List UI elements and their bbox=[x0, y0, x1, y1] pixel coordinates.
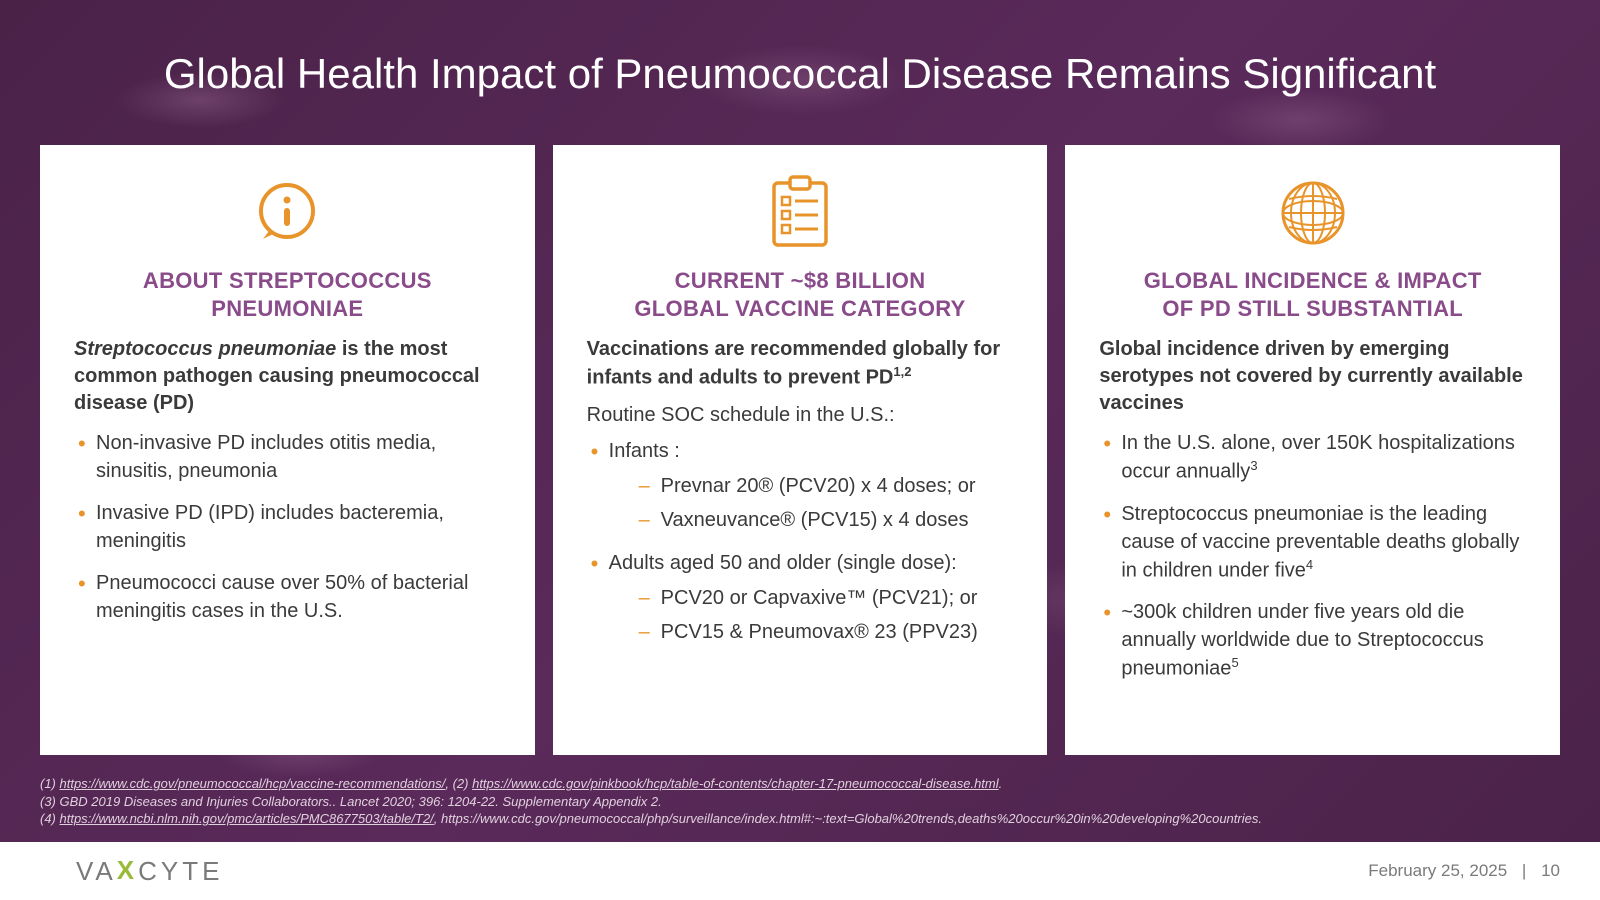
heading-line2: OF PD STILL SUBSTANTIAL bbox=[1162, 296, 1463, 321]
fn-text: (4) bbox=[40, 811, 60, 826]
fn-link: https://www.ncbi.nlm.nih.gov/pmc/article… bbox=[60, 811, 434, 826]
footer-separator: | bbox=[1522, 861, 1526, 880]
card-lead: Global incidence driven by emerging sero… bbox=[1099, 336, 1526, 417]
heading-line2: GLOBAL VACCINE CATEGORY bbox=[634, 296, 965, 321]
bullet-list: In the U.S. alone, over 150K hospitaliza… bbox=[1099, 429, 1526, 697]
fn-text: . bbox=[999, 776, 1003, 791]
logo-x-icon: X bbox=[117, 855, 138, 885]
fn-link: https://www.cdc.gov/pinkbook/hcp/table-o… bbox=[472, 776, 999, 791]
slide: Global Health Impact of Pneumococcal Dis… bbox=[0, 0, 1600, 900]
heading-line2: PNEUMONIAE bbox=[211, 296, 363, 321]
heading-line1: CURRENT ~$8 BILLION bbox=[675, 268, 926, 293]
footer-meta: February 25, 2025 | 10 bbox=[1368, 861, 1560, 881]
fn-text: , (2) bbox=[445, 776, 472, 791]
item-label: Adults aged 50 and older (single dose): bbox=[609, 552, 957, 574]
card-lead: Vaccinations are recommended globally fo… bbox=[587, 336, 1014, 392]
card-about: ABOUT STREPTOCOCCUS PNEUMONIAE Streptoco… bbox=[40, 145, 535, 755]
list-item: Adults aged 50 and older (single dose): … bbox=[587, 549, 1014, 647]
fn-link: https://www.cdc.gov/pneumococcal/hcp/vac… bbox=[60, 776, 446, 791]
item-label: Infants : bbox=[609, 440, 680, 462]
lead-em: Streptococcus pneumoniae bbox=[74, 338, 336, 360]
title-bar: Global Health Impact of Pneumococcal Dis… bbox=[0, 50, 1600, 98]
logo: VAXCYTE bbox=[76, 856, 223, 887]
logo-text: VAXCYTE bbox=[76, 856, 223, 887]
list-item: Non-invasive PD includes otitis media, s… bbox=[74, 429, 501, 485]
card-subtext: Routine SOC schedule in the U.S.: bbox=[587, 404, 1014, 427]
card-heading: CURRENT ~$8 BILLION GLOBAL VACCINE CATEG… bbox=[587, 267, 1014, 322]
list-item: Infants : Prevnar 20® (PCV20) x 4 doses;… bbox=[587, 437, 1014, 535]
globe-icon bbox=[1099, 173, 1526, 253]
cards-row: ABOUT STREPTOCOCCUS PNEUMONIAE Streptoco… bbox=[40, 145, 1560, 755]
footnote-line: (3) GBD 2019 Diseases and Injuries Colla… bbox=[40, 793, 1560, 811]
logo-pre: VA bbox=[76, 856, 117, 886]
sub-list: PCV20 or Capvaxive™ (PCV21); or PCV15 & … bbox=[609, 583, 1014, 647]
list-item: In the U.S. alone, over 150K hospitaliza… bbox=[1099, 429, 1526, 486]
sub-item: Prevnar 20® (PCV20) x 4 doses; or bbox=[637, 471, 1014, 501]
footer-bar: VAXCYTE February 25, 2025 | 10 bbox=[0, 842, 1600, 900]
footnote-line: (1) https://www.cdc.gov/pneumococcal/hcp… bbox=[40, 775, 1560, 793]
page-title: Global Health Impact of Pneumococcal Dis… bbox=[0, 50, 1600, 98]
list-item: ~300k children under five years old die … bbox=[1099, 598, 1526, 683]
logo-post: CYTE bbox=[138, 856, 223, 886]
clipboard-icon bbox=[587, 173, 1014, 253]
list-item: Invasive PD (IPD) includes bacteremia, m… bbox=[74, 499, 501, 555]
footnotes: (1) https://www.cdc.gov/pneumococcal/hcp… bbox=[40, 775, 1560, 828]
card-heading: GLOBAL INCIDENCE & IMPACT OF PD STILL SU… bbox=[1099, 267, 1526, 322]
card-heading: ABOUT STREPTOCOCCUS PNEUMONIAE bbox=[74, 267, 501, 322]
page-number: 10 bbox=[1541, 861, 1560, 880]
footnote-line: (4) https://www.ncbi.nlm.nih.gov/pmc/art… bbox=[40, 810, 1560, 828]
sub-item: PCV20 or Capvaxive™ (PCV21); or bbox=[637, 583, 1014, 613]
schedule-list: Infants : Prevnar 20® (PCV20) x 4 doses;… bbox=[587, 437, 1014, 661]
bullet-list: Non-invasive PD includes otitis media, s… bbox=[74, 429, 501, 639]
list-item: Pneumococci cause over 50% of bacterial … bbox=[74, 569, 501, 625]
list-item: Streptococcus pneumoniae is the leading … bbox=[1099, 500, 1526, 585]
heading-line1: GLOBAL INCIDENCE & IMPACT bbox=[1144, 268, 1482, 293]
heading-line1: ABOUT STREPTOCOCCUS bbox=[143, 268, 432, 293]
card-global-impact: GLOBAL INCIDENCE & IMPACT OF PD STILL SU… bbox=[1065, 145, 1560, 755]
card-lead: Streptococcus pneumoniae is the most com… bbox=[74, 336, 501, 417]
info-icon bbox=[74, 173, 501, 253]
sub-item: Vaxneuvance® (PCV15) x 4 doses bbox=[637, 505, 1014, 535]
fn-text: (1) bbox=[40, 776, 60, 791]
card-vaccine-category: CURRENT ~$8 BILLION GLOBAL VACCINE CATEG… bbox=[553, 145, 1048, 755]
fn-text: , https://www.cdc.gov/pneumococcal/php/s… bbox=[434, 811, 1262, 826]
sub-item: PCV15 & Pneumovax® 23 (PPV23) bbox=[637, 617, 1014, 647]
sub-list: Prevnar 20® (PCV20) x 4 doses; or Vaxneu… bbox=[609, 471, 1014, 535]
footer-date: February 25, 2025 bbox=[1368, 861, 1507, 880]
